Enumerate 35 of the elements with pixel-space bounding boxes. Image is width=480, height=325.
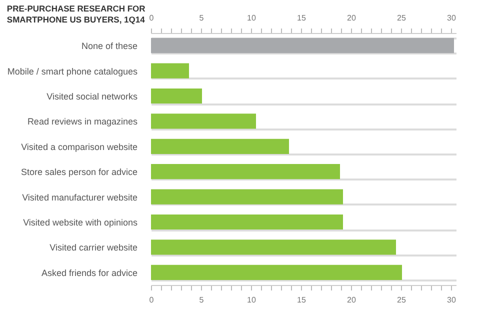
bar xyxy=(151,63,189,78)
bar xyxy=(151,214,343,230)
y-tick-label: Visited website with opinions xyxy=(23,218,138,228)
x2-tick-label: 10 xyxy=(247,14,256,22)
x-tick-label: 5 xyxy=(199,296,204,304)
x2-tick-label: 0 xyxy=(149,14,154,22)
y-tick-label: Visited carrier website xyxy=(50,242,138,253)
bar xyxy=(151,138,289,154)
y-tick-label: Store sales person for advice xyxy=(20,167,138,178)
x-tick-label: 0 xyxy=(149,296,154,304)
y-tick-label: None of these xyxy=(81,41,138,52)
x-tick-label: 30 xyxy=(447,296,456,304)
x-tick-label: 15 xyxy=(297,296,306,304)
bar xyxy=(151,38,454,54)
bar xyxy=(151,164,340,180)
x2-tick-label: 5 xyxy=(199,14,204,22)
bar xyxy=(151,88,202,104)
x-tick-label: 10 xyxy=(247,296,256,304)
y-tick-label: Visited a comparison website xyxy=(21,142,138,152)
bar xyxy=(151,264,402,280)
x-tick-label: 20 xyxy=(347,296,356,304)
x2-tick-label: 25 xyxy=(397,14,406,22)
bar xyxy=(151,189,343,204)
x2-tick-label: 15 xyxy=(297,14,306,22)
y-tick-label: Asked friends for advice xyxy=(41,268,138,278)
bar xyxy=(151,240,396,255)
y-tick-label: Mobile / smart phone catalogues xyxy=(7,66,138,76)
x2-tick-label: 30 xyxy=(447,14,456,22)
y-tick-label: Visited manufacturer website xyxy=(22,192,138,202)
y-tick-label: Read reviews in magazines xyxy=(27,116,138,127)
bar xyxy=(151,114,256,129)
text: PRE-PURCHASE RESEARCH FOR SMARTPHONE US BUYERS, 1Q14 xyxy=(6,4,146,24)
x-tick-label: 25 xyxy=(397,296,406,304)
y-tick-label: Visited social networks xyxy=(46,92,138,102)
x2-tick-label: 20 xyxy=(347,14,356,22)
